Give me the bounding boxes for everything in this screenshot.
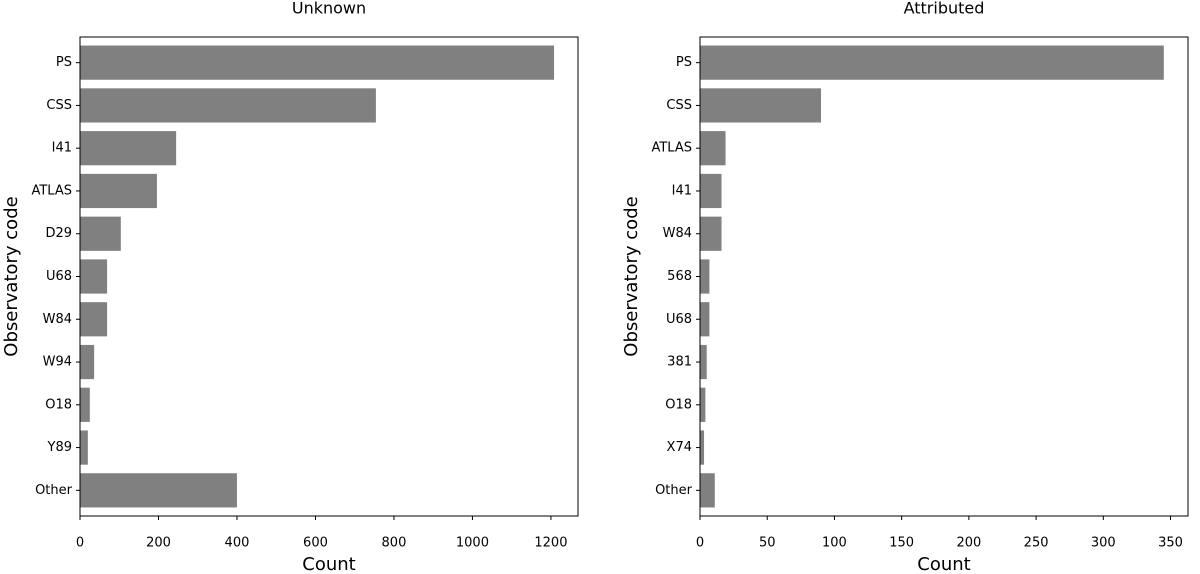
x-tick-label: 50 bbox=[759, 536, 776, 551]
axes-frame bbox=[79, 36, 579, 517]
y-tick-label: W84 bbox=[43, 312, 72, 327]
y-tick-label: Y89 bbox=[47, 440, 72, 455]
bar bbox=[80, 473, 237, 508]
bar bbox=[700, 259, 710, 294]
bar bbox=[700, 131, 726, 166]
bar bbox=[80, 45, 555, 80]
y-tick-label: W94 bbox=[43, 355, 72, 370]
bar bbox=[80, 173, 157, 209]
y-tick-label: U68 bbox=[666, 312, 692, 327]
y-axis-label: Observatory code bbox=[621, 196, 642, 356]
x-tick-label: 400 bbox=[225, 536, 250, 551]
bar bbox=[700, 88, 821, 123]
y-tick-label: PS bbox=[676, 55, 692, 70]
y-tick-label: PS bbox=[56, 55, 72, 70]
y-tick-label: ATLAS bbox=[651, 141, 692, 156]
x-tick-label: 200 bbox=[956, 536, 981, 551]
x-tick-label: 600 bbox=[303, 536, 328, 551]
bar bbox=[80, 131, 177, 166]
subplot-title: Unknown bbox=[292, 0, 366, 18]
bar bbox=[700, 430, 705, 465]
y-tick-label: Other bbox=[655, 483, 693, 498]
y-tick-label: I41 bbox=[672, 183, 692, 198]
x-axis-label: Count bbox=[917, 554, 970, 574]
bar bbox=[700, 387, 706, 422]
bar bbox=[700, 173, 722, 209]
y-axis-label: Observatory code bbox=[1, 196, 22, 356]
y-tick-label: Other bbox=[35, 483, 73, 498]
bar bbox=[80, 216, 121, 251]
x-tick-label: 1200 bbox=[534, 536, 567, 551]
bar bbox=[80, 302, 108, 337]
x-tick-label: 250 bbox=[1024, 536, 1049, 551]
subplot-title: Attributed bbox=[904, 0, 985, 18]
x-tick-label: 1000 bbox=[456, 536, 489, 551]
bar bbox=[80, 259, 108, 294]
axes-frame bbox=[699, 36, 1189, 517]
bar bbox=[80, 88, 376, 123]
x-tick-label: 350 bbox=[1158, 536, 1183, 551]
x-tick-label: 300 bbox=[1091, 536, 1116, 551]
x-tick-label: 150 bbox=[889, 536, 914, 551]
y-tick-label: O18 bbox=[45, 397, 72, 412]
y-tick-label: CSS bbox=[666, 98, 692, 113]
x-tick-label: 100 bbox=[822, 536, 847, 551]
bar bbox=[80, 387, 90, 422]
x-tick-label: 0 bbox=[76, 536, 84, 551]
y-tick-label: W84 bbox=[663, 226, 692, 241]
y-tick-label: ATLAS bbox=[31, 183, 72, 198]
y-tick-label: O18 bbox=[665, 397, 692, 412]
x-tick-label: 800 bbox=[382, 536, 407, 551]
y-tick-label: U68 bbox=[46, 269, 72, 284]
bar bbox=[700, 45, 1164, 80]
bar bbox=[80, 344, 95, 380]
bar bbox=[700, 344, 707, 380]
y-tick-label: I41 bbox=[52, 141, 72, 156]
x-axis-label: Count bbox=[302, 554, 355, 574]
bar bbox=[700, 302, 710, 337]
y-tick-label: X74 bbox=[667, 440, 692, 455]
y-tick-label: D29 bbox=[45, 226, 72, 241]
x-tick-label: 0 bbox=[696, 536, 704, 551]
bar bbox=[700, 473, 715, 508]
y-tick-label: 568 bbox=[667, 269, 692, 284]
bar bbox=[700, 216, 722, 251]
y-tick-label: CSS bbox=[46, 98, 72, 113]
bar bbox=[80, 430, 88, 465]
x-tick-label: 200 bbox=[146, 536, 171, 551]
y-tick-label: 381 bbox=[667, 355, 692, 370]
